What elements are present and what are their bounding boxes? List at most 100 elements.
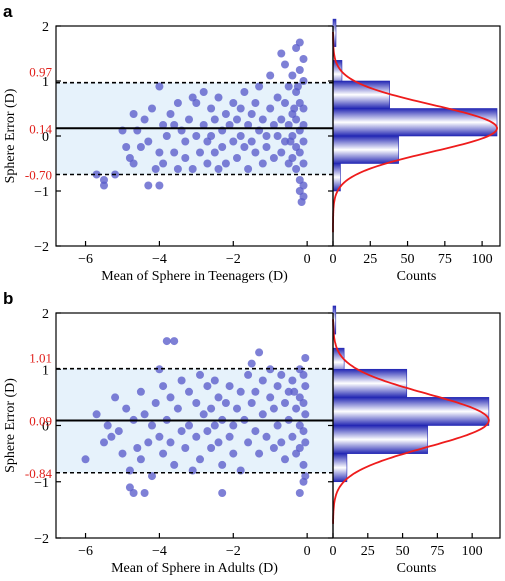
point-a-42 [210,115,219,124]
hist-x-tick-label-a-75: 75 [438,252,452,267]
point-b-6 [114,427,123,436]
point-b-100 [301,410,310,419]
point-a-40 [207,104,216,113]
x-tick-label-a--2: −2 [226,252,241,267]
point-b-27 [166,438,175,447]
point-b-79 [277,438,286,447]
point-b-87 [292,404,301,413]
point-b-36 [185,421,193,430]
point-a-18 [155,181,164,190]
point-a-54 [233,154,241,162]
point-b-60 [236,387,245,396]
hist-bar-a-4 [332,135,399,164]
point-a-60 [244,165,253,173]
y-ticks-a: −2 −1 0 1 2 [34,20,333,255]
point-b-80 [277,370,286,379]
point-a-80 [281,99,289,107]
point-a-44 [214,93,223,102]
y-tick-label-a-0: 0 [42,130,49,145]
point-b-98 [301,354,310,362]
point-b-84 [284,387,293,396]
point-b-19 [148,472,156,481]
point-a-33 [192,132,201,140]
point-b-63 [244,370,253,379]
point-a-28 [181,137,190,146]
point-b-30 [170,460,179,469]
point-a-2 [100,181,108,190]
hist-bar-b-2 [332,368,408,398]
point-b-3 [103,421,112,430]
hist-bar-b-4 [332,425,428,454]
point-b-66 [251,427,260,436]
point-b-15 [136,455,145,464]
point-b-56 [229,421,238,430]
point-a-10 [136,143,145,151]
y-ticks-b: −2 −1 0 1 2 [34,307,333,547]
point-b-62 [244,438,253,447]
point-a-23 [170,148,179,157]
point-a-8 [129,159,138,168]
normal-curve-a [332,32,498,233]
point-a-35 [196,148,204,157]
point-b-48 [210,376,219,385]
y-tick-label-b-1: 1 [42,363,49,378]
point-b-78 [273,421,282,430]
point-a-47 [218,143,227,151]
hist-x-tick-label-b-50: 50 [396,544,410,559]
point-a-17 [155,82,164,91]
point-b-49 [214,438,223,447]
lower-loa-label-a: -0.70 [25,168,52,183]
point-b-42 [199,410,208,419]
point-a-68 [258,115,267,124]
point-a-73 [269,121,278,129]
point-a-25 [173,99,182,107]
point-a-5 [122,143,131,151]
point-b-16 [140,410,149,419]
point-a-67 [258,159,267,168]
point-b-21 [155,432,164,441]
point-a-89 [288,154,297,162]
point-a-71 [266,104,275,113]
panel-letter-a: a [3,2,13,21]
panel-b: b −2 −1 0 1 2 −6 −4 −2 0 1.01 0.09 -0.84 Sphere… [3,289,501,576]
x-tick-label-b--2: −2 [226,544,241,559]
point-a-64 [251,148,260,157]
hist-x-tick-label-a-50: 50 [401,252,415,267]
point-a-81 [281,60,289,69]
y-tick-label-a--2: −2 [34,240,49,255]
x-tick-label-a--6: −6 [78,252,93,267]
hist-x-tick-label-a-0: 0 [330,252,337,267]
point-b-96 [299,460,308,469]
point-b-22 [155,365,164,374]
point-a-13 [144,181,153,190]
point-b-2 [100,438,108,447]
point-b-18 [148,421,156,430]
hist-x-label-a: Counts [397,269,437,284]
point-b-32 [177,427,186,436]
point-b-81 [281,399,289,407]
point-a-11 [140,115,149,124]
panel-a: a −2 −1 0 1 2 −6 −4 −2 0 0.97 0.14 -0.70 Sphere… [3,2,501,284]
point-b-39 [192,432,201,441]
point-a-75 [273,93,282,102]
point-a-53 [233,115,241,124]
point-a-66 [255,82,264,91]
hist-x-tick-label-b-75: 75 [430,544,444,559]
point-a-111 [293,82,302,91]
point-b-5 [111,393,120,402]
point-a-7 [129,110,138,118]
point-b-58 [233,404,241,413]
point-a-34 [192,99,201,107]
x-tick-label-b--4: −4 [152,544,167,559]
point-a-14 [148,104,156,113]
point-a-113 [286,137,295,146]
upper-loa-label-a: 0.97 [29,65,52,80]
point-b-72 [262,432,271,441]
point-b-50 [214,393,223,402]
point-b-73 [266,393,275,402]
point-b-76 [269,404,278,413]
point-a-95 [295,38,304,47]
point-a-112 [290,104,299,113]
point-b-23 [159,382,168,391]
point-a-58 [240,88,249,96]
